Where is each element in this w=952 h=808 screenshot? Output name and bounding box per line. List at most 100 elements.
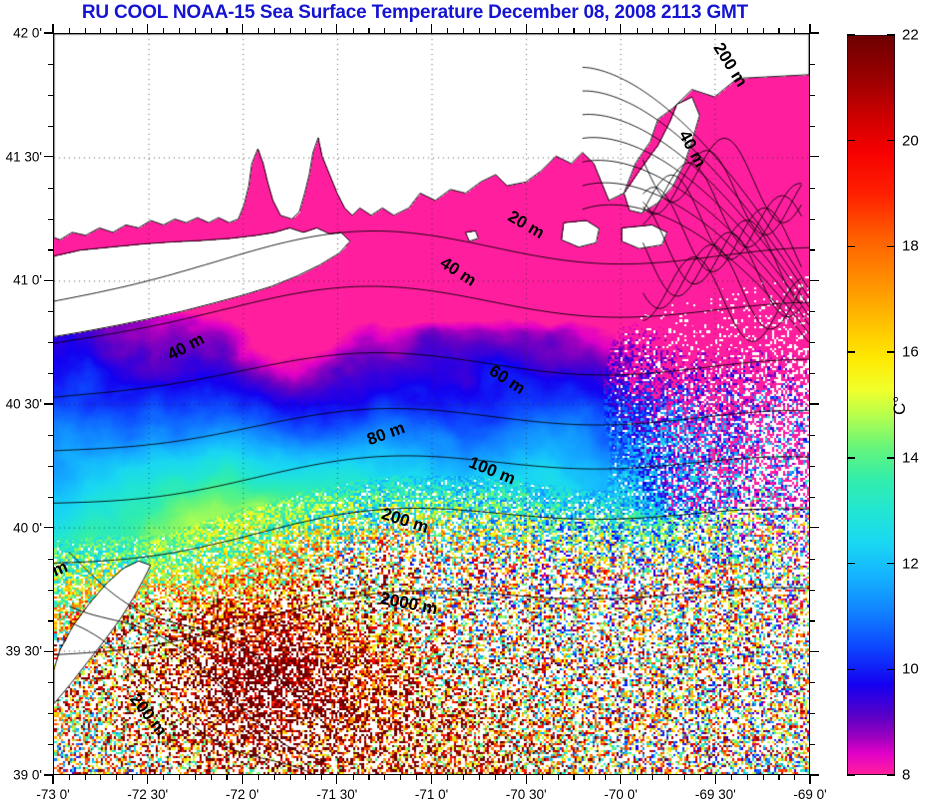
y-tick-minor [48, 218, 53, 220]
x-tick-minor [289, 775, 291, 780]
x-tick-minor [494, 775, 496, 780]
y-axis-label: 41 30' [5, 149, 42, 165]
page-title: RU COOL NOAA-15 Sea Surface Temperature … [81, 2, 749, 23]
colorbar-tick [887, 457, 895, 459]
x-tick-minor [226, 28, 228, 33]
x-tick-minor [305, 28, 307, 33]
x-tick-minor [794, 28, 796, 33]
x-tick-minor [510, 775, 512, 780]
y-tick-minor [48, 589, 53, 591]
y-tick-major [44, 32, 53, 34]
x-tick-minor [68, 775, 70, 780]
y-tick-minor [810, 94, 815, 96]
y-tick-minor [48, 94, 53, 96]
x-tick-minor [699, 28, 701, 33]
y-tick-minor [48, 465, 53, 467]
x-tick-minor [447, 28, 449, 33]
x-tick-minor [194, 28, 197, 33]
x-axis-label: -71 30' [316, 787, 358, 802]
y-tick-minor [48, 63, 53, 65]
x-tick-minor [636, 775, 638, 780]
x-tick-minor [100, 28, 102, 33]
colorbar-tick [887, 774, 895, 776]
y-tick-major [44, 156, 53, 158]
y-tick-major [44, 279, 53, 281]
y-tick-minor [810, 373, 815, 375]
colorbar-tick [847, 774, 855, 776]
colorbar-tick [887, 351, 895, 353]
y-tick-major [810, 279, 819, 281]
colorbar-tick [887, 668, 895, 670]
sst-raster-canvas [54, 34, 809, 774]
x-tick-minor [352, 775, 354, 780]
temperature-colorbar [847, 35, 895, 775]
y-tick-minor [48, 713, 53, 715]
x-tick-minor [84, 775, 86, 780]
y-tick-major [810, 32, 819, 34]
x-tick-major [809, 24, 811, 33]
x-axis-label: -70 30' [505, 787, 547, 802]
x-axis-label: -69 0' [793, 787, 827, 802]
y-tick-minor [48, 342, 53, 344]
y-tick-major [44, 774, 53, 776]
x-tick-minor [384, 28, 386, 33]
x-tick-minor [163, 775, 165, 780]
x-tick-minor [731, 775, 733, 780]
y-axis-label: 40 30' [5, 396, 42, 412]
colorbar-tick [887, 562, 895, 565]
x-tick-major [809, 775, 811, 784]
x-tick-major [714, 24, 716, 33]
colorbar-gradient [848, 36, 894, 774]
y-tick-minor [810, 249, 815, 251]
x-tick-minor [652, 775, 654, 780]
y-axis-label: 39 0' [13, 767, 42, 783]
x-tick-minor [116, 775, 118, 780]
x-tick-minor [778, 775, 780, 780]
x-tick-major [525, 24, 527, 33]
x-tick-minor [116, 28, 118, 33]
y-tick-major [810, 156, 819, 158]
x-tick-minor [668, 775, 670, 780]
x-tick-minor [226, 775, 228, 780]
y-tick-major [44, 650, 53, 652]
colorbar-tick [887, 34, 895, 36]
x-tick-minor [258, 775, 260, 780]
y-tick-minor [810, 63, 815, 65]
x-tick-minor [604, 775, 607, 780]
colorbar-tick [847, 245, 855, 248]
x-tick-minor [731, 28, 733, 33]
x-tick-minor [510, 28, 512, 33]
y-axis-label: 40 0' [13, 520, 42, 536]
x-tick-minor [589, 775, 591, 780]
y-tick-minor [810, 342, 815, 344]
x-tick-minor [573, 775, 575, 780]
x-tick-minor [478, 775, 480, 780]
colorbar-tick-label: 14 [902, 449, 919, 467]
colorbar-tick-label: 12 [902, 555, 919, 573]
y-tick-minor [48, 249, 53, 251]
y-tick-minor [48, 187, 53, 189]
y-tick-minor [48, 496, 53, 498]
x-tick-minor [163, 28, 165, 33]
colorbar-tick [847, 457, 855, 459]
x-axis-label: -73 0' [36, 787, 70, 802]
x-tick-major [52, 24, 54, 33]
x-tick-major [241, 775, 243, 784]
x-tick-minor [131, 28, 133, 33]
x-tick-minor [258, 28, 260, 33]
x-tick-minor [557, 775, 559, 780]
colorbar-tick-label: 18 [902, 237, 919, 255]
y-tick-minor [810, 465, 815, 467]
y-tick-minor [810, 125, 815, 127]
x-tick-minor [652, 28, 654, 33]
x-tick-minor [557, 28, 559, 33]
x-tick-minor [273, 28, 275, 33]
x-tick-minor [762, 775, 764, 780]
x-tick-minor [384, 775, 386, 780]
x-tick-major [430, 775, 433, 784]
x-tick-minor [305, 775, 307, 780]
y-tick-minor [810, 496, 815, 498]
x-tick-minor [210, 775, 212, 780]
x-tick-minor [636, 28, 638, 33]
